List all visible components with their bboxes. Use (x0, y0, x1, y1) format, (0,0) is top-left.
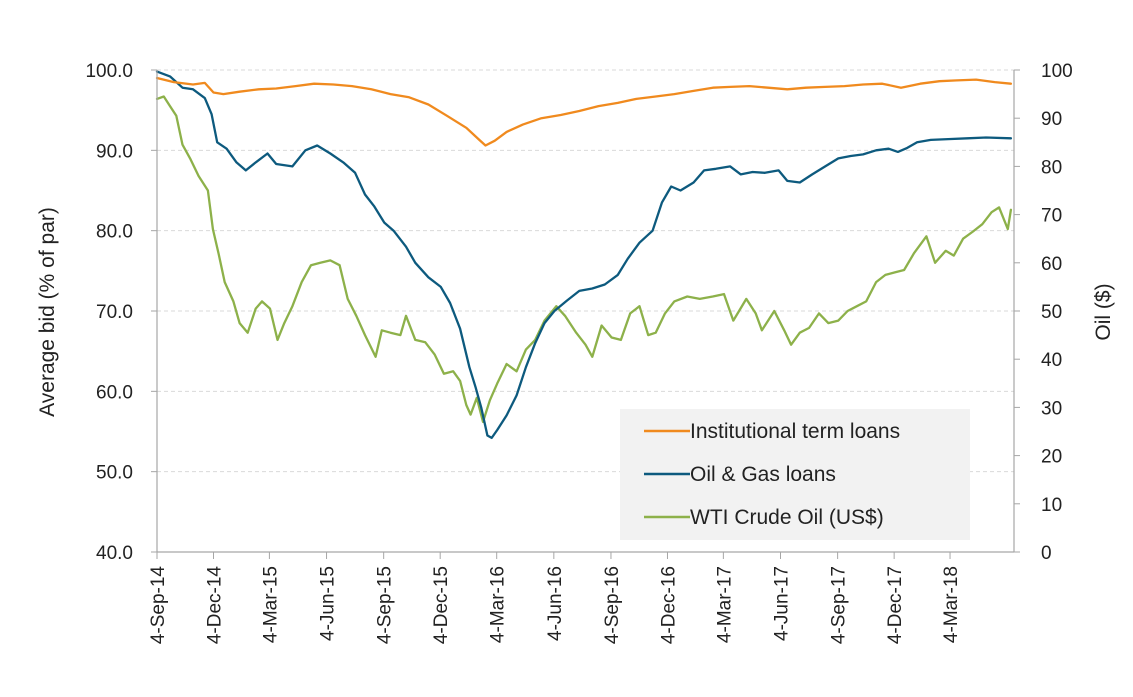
right-tick-label: 100 (1041, 61, 1073, 82)
right-tick-label: 50 (1041, 302, 1062, 323)
x-tick-label: 4-Dec-14 (205, 566, 226, 645)
right-tick-label: 70 (1041, 206, 1062, 227)
legend-label: WTI Crude Oil (US$) (690, 506, 884, 529)
right-tick-label: 20 (1041, 447, 1062, 468)
left-tick-label: 60.0 (96, 382, 133, 403)
right-tick-label: 30 (1041, 398, 1062, 419)
x-tick-label: 4-Mar-16 (488, 566, 509, 643)
left-axis-title: Average bid (% of par) (36, 207, 59, 417)
x-tick-label: 4-Sep-15 (375, 566, 396, 644)
right-tick-label: 80 (1041, 157, 1062, 178)
legend-label: Institutional term loans (690, 420, 900, 443)
left-tick-label: 90.0 (96, 141, 133, 162)
x-tick-label: 4-Jun-17 (772, 566, 793, 641)
x-tick-label: 4-Mar-18 (941, 566, 962, 643)
right-axis-title: Oil ($) (1092, 283, 1115, 340)
x-tick-label: 4-Jun-16 (545, 566, 566, 641)
x-tick-label: 4-Sep-16 (602, 566, 623, 644)
left-tick-label: 50.0 (96, 463, 133, 484)
x-tick-label: 4-Dec-16 (659, 566, 680, 644)
right-tick-label: 60 (1041, 254, 1062, 275)
legend-items: Institutional term loans Oil & Gas loans W… (644, 420, 900, 529)
x-axis-ticks: 4-Sep-14 4-Dec-14 4-Mar-15 4-Jun-15 4-Sep-15… (148, 552, 962, 644)
left-axis-ticks: 40.0 50.0 60.0 70.0 80.0 90.0 100.0 (85, 61, 157, 564)
x-tick-label: 4-Dec-15 (431, 566, 452, 644)
x-tick-label: 4-Dec-17 (885, 566, 906, 644)
x-tick-label: 4-Sep-14 (148, 566, 169, 645)
left-tick-label: 80.0 (96, 222, 133, 243)
series-line-oil-gas-loans (155, 70, 1013, 440)
series-line-institutional-term-loans (155, 76, 1013, 147)
left-tick-label: 100.0 (85, 61, 133, 82)
left-tick-label: 40.0 (96, 543, 133, 564)
right-tick-label: 40 (1041, 350, 1062, 371)
right-tick-label: 0 (1041, 543, 1052, 564)
right-axis-ticks: 0 10 20 30 40 50 60 70 80 90 100 (1014, 61, 1073, 564)
x-tick-label: 4-Mar-15 (260, 566, 281, 643)
series-line-wti-crude-oil-us (155, 95, 1013, 424)
legend-label: Oil & Gas loans (690, 463, 836, 486)
right-tick-label: 10 (1041, 495, 1062, 516)
right-tick-label: 90 (1041, 109, 1062, 130)
x-tick-label: 4-Jun-15 (318, 566, 339, 641)
x-tick-label: 4-Sep-17 (829, 566, 850, 644)
legend: Institutional term loans Oil & Gas loans W… (620, 409, 970, 540)
x-tick-label: 4-Mar-17 (714, 566, 735, 643)
left-tick-label: 70.0 (96, 302, 133, 323)
series-lines (155, 70, 1013, 440)
